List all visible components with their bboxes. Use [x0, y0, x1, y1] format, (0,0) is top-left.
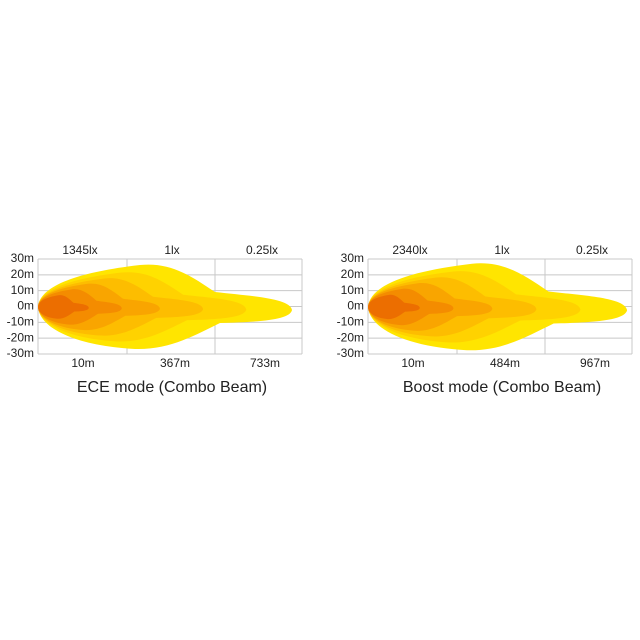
- x-label: 367m: [160, 356, 190, 370]
- panel: 30m 20m 10m 0m -10m-20m -30m 1345lx 1lx 0.25lx 10…: [7, 243, 303, 396]
- beam-pattern: [38, 264, 292, 350]
- y-label: -20m: [7, 330, 34, 344]
- x-label: 733m: [250, 356, 280, 370]
- lux-label: 1lx: [164, 243, 179, 257]
- x-label: 10m: [71, 356, 94, 370]
- y-label: 0m: [17, 299, 34, 313]
- panel: 30m 20m 10m 0m -10m-20m -30m 2340lx 1lx 0.25lx 10…: [337, 243, 633, 396]
- y-label: 0m: [347, 299, 364, 313]
- lux-label: 1lx: [494, 243, 509, 257]
- lux-label: 0.25lx: [246, 243, 278, 257]
- lux-label: 1345lx: [62, 243, 97, 257]
- y-label: 30m: [341, 251, 364, 265]
- beam-pattern: [368, 263, 628, 351]
- y-label: 10m: [341, 283, 364, 297]
- x-label: 967m: [580, 356, 610, 370]
- y-label: -10m: [7, 315, 34, 329]
- x-label: 10m: [401, 356, 424, 370]
- panel-title: Boost mode (Combo Beam): [403, 379, 601, 396]
- y-label: 20m: [341, 267, 364, 281]
- y-label: 20m: [11, 267, 34, 281]
- y-label: 10m: [11, 283, 34, 297]
- y-label: -10m: [337, 315, 364, 329]
- lux-label: 2340lx: [392, 243, 427, 257]
- y-label: 30m: [11, 251, 34, 265]
- x-label: 484m: [490, 356, 520, 370]
- lux-label: 0.25lx: [576, 243, 608, 257]
- y-label: -30m: [7, 346, 34, 360]
- panel-title: ECE mode (Combo Beam): [77, 379, 267, 396]
- y-label: -30m: [337, 346, 364, 360]
- y-label: -20m: [337, 330, 364, 344]
